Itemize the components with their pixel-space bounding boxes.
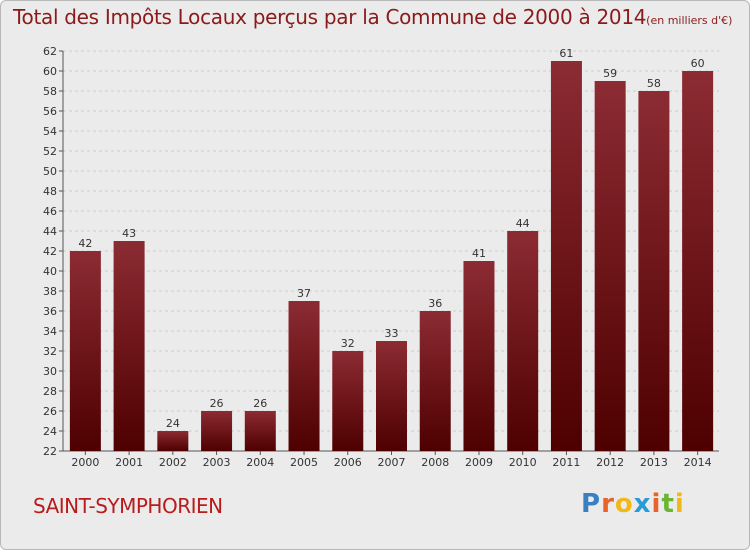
bar (113, 241, 145, 451)
bar (682, 71, 714, 451)
y-tick-label: 52 (43, 145, 57, 158)
chart-subtitle: (en milliers d'€) (646, 14, 733, 27)
x-tick-label: 2009 (465, 456, 493, 469)
y-tick-label: 48 (43, 185, 57, 198)
logo-letter: i (651, 489, 662, 519)
x-tick-label: 2004 (246, 456, 274, 469)
x-tick-label: 2003 (203, 456, 231, 469)
data-label: 26 (253, 397, 267, 410)
bar (157, 431, 189, 451)
y-tick-label: 30 (43, 365, 57, 378)
proxiti-logo: Proxiti (581, 489, 685, 519)
y-tick-label: 42 (43, 245, 57, 258)
y-tick-label: 56 (43, 105, 57, 118)
y-tick-label: 44 (43, 225, 57, 238)
y-tick-label: 60 (43, 65, 57, 78)
data-label: 42 (78, 237, 92, 250)
x-tick-label: 2013 (640, 456, 668, 469)
data-label: 44 (516, 217, 530, 230)
data-label: 26 (210, 397, 224, 410)
y-tick-label: 34 (43, 325, 57, 338)
x-tick-label: 2006 (334, 456, 362, 469)
logo-letter: o (614, 489, 634, 519)
x-tick-label: 2014 (684, 456, 712, 469)
y-tick-label: 28 (43, 385, 57, 398)
data-label: 59 (603, 67, 617, 80)
bar (550, 61, 582, 451)
x-tick-label: 2012 (596, 456, 624, 469)
logo-letter: x (633, 489, 652, 519)
commune-name: SAINT-SYMPHORIEN (33, 494, 223, 518)
y-tick-label: 24 (43, 425, 57, 438)
y-tick-label: 26 (43, 405, 57, 418)
data-label: 36 (428, 297, 442, 310)
logo-letter: P (581, 489, 602, 519)
bar (69, 251, 101, 451)
y-tick-label: 54 (43, 125, 57, 138)
data-label: 41 (472, 247, 486, 260)
x-tick-label: 2001 (115, 456, 143, 469)
logo-letter: r (601, 489, 615, 519)
data-label: 32 (341, 337, 355, 350)
y-tick-label: 62 (43, 45, 57, 58)
x-tick-label: 2005 (290, 456, 318, 469)
bar (288, 301, 320, 451)
bar (507, 231, 539, 451)
x-tick-label: 2002 (159, 456, 187, 469)
bar (594, 81, 626, 451)
y-tick-label: 38 (43, 285, 57, 298)
logo-letter: i (674, 489, 685, 519)
x-tick-label: 2010 (509, 456, 537, 469)
bar (638, 91, 670, 451)
y-tick-label: 22 (43, 445, 57, 458)
y-tick-label: 58 (43, 85, 57, 98)
x-tick-label: 2008 (421, 456, 449, 469)
bar (463, 261, 495, 451)
bar (244, 411, 276, 451)
x-tick-label: 2000 (71, 456, 99, 469)
x-tick-label: 2011 (552, 456, 580, 469)
data-label: 33 (385, 327, 399, 340)
x-tick-label: 2007 (378, 456, 406, 469)
data-label: 43 (122, 227, 136, 240)
data-label: 24 (166, 417, 180, 430)
data-label: 58 (647, 77, 661, 90)
bar (332, 351, 364, 451)
bar (201, 411, 233, 451)
data-label: 61 (559, 47, 573, 60)
logo-letter: t (661, 489, 675, 519)
data-label: 60 (691, 57, 705, 70)
y-tick-label: 50 (43, 165, 57, 178)
bar (419, 311, 451, 451)
y-tick-label: 36 (43, 305, 57, 318)
chart-title: Total des Impôts Locaux perçus par la Co… (13, 5, 647, 29)
y-tick-label: 46 (43, 205, 57, 218)
y-tick-label: 32 (43, 345, 57, 358)
chart-title-block: Total des Impôts Locaux perçus par la Co… (13, 5, 749, 35)
bar (376, 341, 407, 451)
data-label: 37 (297, 287, 311, 300)
y-tick-label: 40 (43, 265, 57, 278)
